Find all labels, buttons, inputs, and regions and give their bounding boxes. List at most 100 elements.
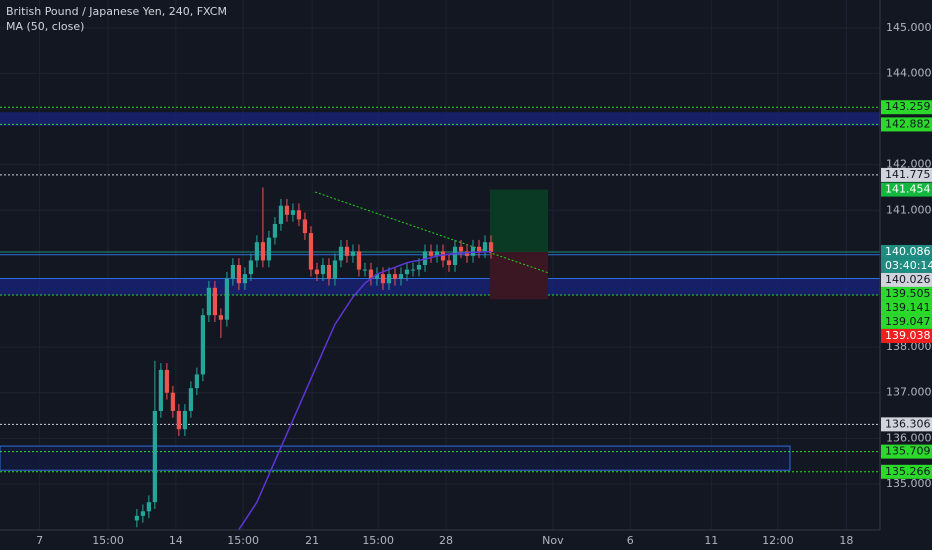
position-loss <box>489 251 549 300</box>
candle-body <box>206 287 211 316</box>
price-label-bg <box>881 167 932 182</box>
x-tick-label: 21 <box>305 534 319 547</box>
x-tick-label: 18 <box>839 534 853 547</box>
candle-body <box>254 242 260 261</box>
price-label-bg <box>881 182 932 197</box>
grid-layer <box>0 0 880 530</box>
candle-body <box>242 274 248 284</box>
zone <box>0 112 880 126</box>
candle-body <box>170 392 175 411</box>
price-label: 139.505 <box>885 287 931 300</box>
x-tick-label: 11 <box>704 534 718 547</box>
price-label-bg <box>881 117 932 132</box>
candle-body <box>158 369 163 411</box>
indicator-name: MA (50, close) <box>6 20 84 33</box>
candle-body <box>350 251 356 256</box>
candle-body <box>272 223 278 238</box>
ma-line <box>238 251 491 530</box>
candle-body <box>212 287 217 316</box>
candle-body <box>362 269 368 271</box>
countdown-bg <box>881 258 932 273</box>
price-label-bg <box>881 464 932 479</box>
candle-body <box>428 251 434 256</box>
trendline <box>314 191 549 274</box>
candle-body <box>410 269 416 271</box>
position-profit <box>489 189 549 252</box>
candle-body <box>440 251 446 261</box>
price-label: 136.306 <box>885 417 931 430</box>
price-label: 141.775 <box>885 168 931 181</box>
candle-body <box>284 205 290 215</box>
x-tick-label: 14 <box>169 534 183 547</box>
price-label: 141.454 <box>885 183 931 196</box>
candle-body <box>488 242 494 252</box>
candle-body <box>386 274 392 284</box>
candle-body <box>392 274 398 279</box>
x-tick-label: 6 <box>627 534 634 547</box>
price-label: 139.038 <box>885 329 931 342</box>
price-label-bg <box>881 100 932 115</box>
price-label-bg <box>881 272 932 287</box>
candle-body <box>356 251 362 270</box>
y-tick-label: 138.000 <box>886 340 932 353</box>
candle-body <box>248 260 254 275</box>
candle-body <box>278 205 284 224</box>
candle-body <box>326 265 332 279</box>
drawings-layer <box>0 106 880 473</box>
candle-body <box>260 242 266 261</box>
price-label: 135.709 <box>885 445 931 458</box>
candle-body <box>308 233 314 270</box>
candle-body <box>296 210 302 220</box>
candle-body <box>188 388 193 411</box>
x-tick-label: 15:00 <box>362 534 394 547</box>
y-tick-label: 137.000 <box>886 386 932 399</box>
price-label: 135.266 <box>885 465 931 478</box>
x-tick-label: 7 <box>36 534 43 547</box>
candle-body <box>152 410 157 503</box>
candle-body <box>332 260 338 279</box>
candle-body <box>446 260 452 265</box>
candle-body <box>224 278 230 320</box>
x-tick-label: 28 <box>439 534 453 547</box>
candle-body <box>380 274 386 284</box>
y-tick-label: 135.000 <box>886 477 932 490</box>
price-label-bg <box>881 417 932 432</box>
candle-body <box>416 265 422 270</box>
candle-body <box>266 237 272 261</box>
y-tick-label: 141.000 <box>886 203 932 216</box>
candle-body <box>404 269 410 275</box>
candle-body <box>182 410 187 430</box>
candle-body <box>338 246 344 261</box>
price-label-bg <box>881 244 932 259</box>
price-label-bg <box>881 300 932 315</box>
time-axis <box>0 530 880 550</box>
candle-body <box>320 265 326 275</box>
candle-body <box>200 315 205 375</box>
price-label-bg <box>881 286 932 301</box>
candle-body <box>368 269 374 279</box>
candle-body <box>344 246 350 256</box>
y-tick-label: 144.000 <box>886 66 932 79</box>
price-label-bg <box>881 328 932 343</box>
candle-body <box>458 246 464 252</box>
candle-body <box>176 410 181 430</box>
candle-body <box>140 511 145 516</box>
candle-body <box>434 251 440 256</box>
price-label-bg <box>881 444 932 459</box>
candle-body <box>398 274 404 279</box>
candle-body <box>464 251 470 256</box>
y-tick-label: 142.000 <box>886 158 932 171</box>
candle-body <box>476 246 482 252</box>
y-tick-label: 136.000 <box>886 431 932 444</box>
candle-body <box>194 374 199 389</box>
countdown-label: 03:40:14 <box>885 259 932 272</box>
price-label: 143.259 <box>885 100 931 113</box>
candle-body <box>302 219 308 234</box>
candle-body <box>134 515 139 521</box>
y-tick-label: 145.000 <box>886 21 932 34</box>
price-label: 140.086 <box>885 245 931 258</box>
price-label: 139.141 <box>885 301 931 314</box>
candle-body <box>164 369 169 393</box>
